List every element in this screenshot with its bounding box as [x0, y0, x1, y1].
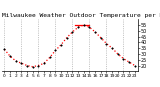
Text: Milwaukee Weather Outdoor Temperature per Hour (Last 24 Hours): Milwaukee Weather Outdoor Temperature pe…: [2, 13, 160, 18]
